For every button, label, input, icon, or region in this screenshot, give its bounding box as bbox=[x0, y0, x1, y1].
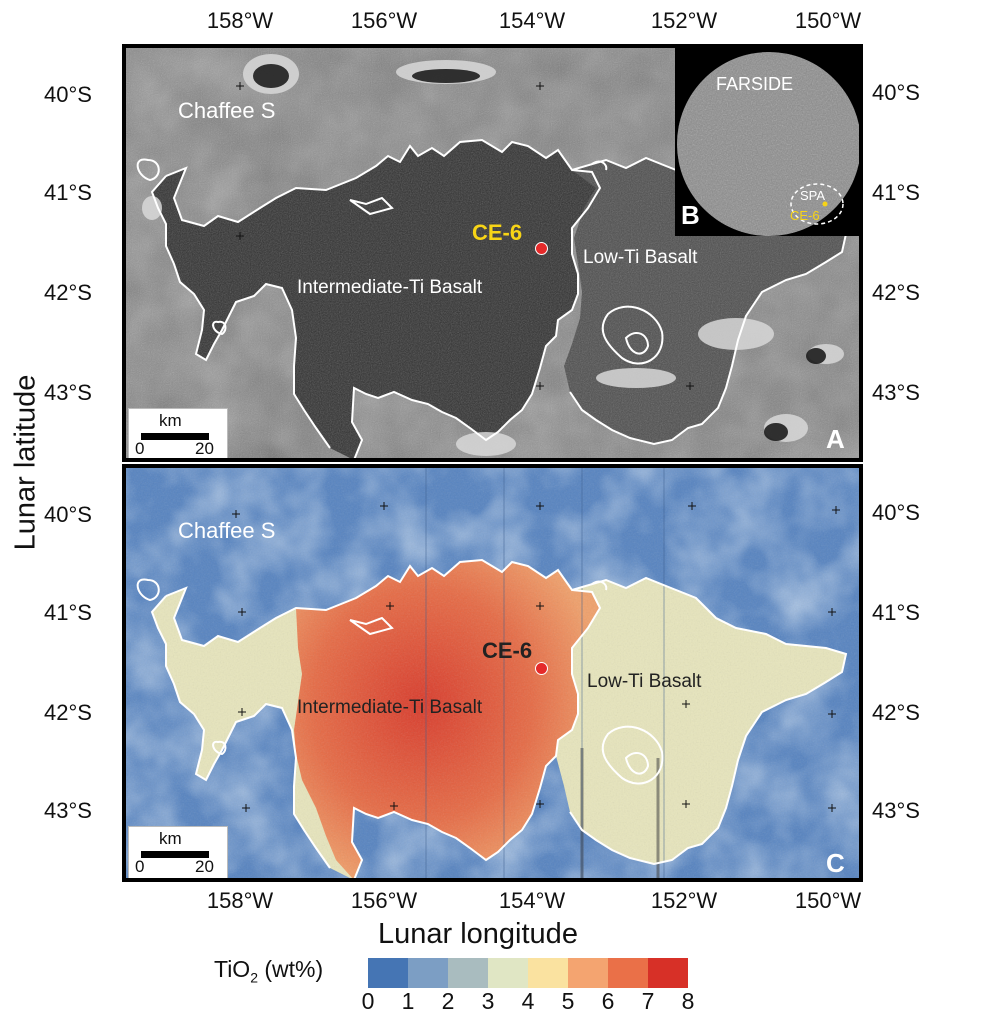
right-lat-40-c: 40°S bbox=[872, 500, 920, 525]
bottom-lon-150: 150°W bbox=[794, 888, 862, 913]
right-lat-42-a: 42°S bbox=[872, 280, 920, 305]
panel-letter-a: A bbox=[826, 424, 845, 454]
site-marker-a bbox=[535, 242, 548, 255]
scale-start-c: 0 bbox=[135, 857, 145, 876]
left-lat-42-c: 42°S bbox=[44, 700, 92, 725]
panel-a-map: Chaffee S CE-6 Intermediate-Ti Basalt Lo… bbox=[122, 44, 863, 462]
panel-c-map: Chaffee S CE-6 Intermediate-Ti Basalt Lo… bbox=[122, 464, 863, 882]
panel-letter-b: B bbox=[681, 200, 700, 230]
intermediate-ti-label-a: Intermediate-Ti Basalt bbox=[297, 277, 483, 298]
right-lat-43-a: 43°S bbox=[872, 380, 920, 405]
scale-bar-line-c bbox=[141, 851, 209, 858]
top-lon-152: 152°W bbox=[650, 8, 718, 33]
left-lat-41-a: 41°S bbox=[44, 180, 92, 205]
left-lat-41-c: 41°S bbox=[44, 600, 92, 625]
low-ti-label-a: Low-Ti Basalt bbox=[583, 247, 698, 268]
site-label-c: CE-6 bbox=[482, 638, 533, 663]
legend-swatch-4 bbox=[528, 958, 568, 988]
legend-title-main: TiO bbox=[214, 956, 251, 982]
legend-title-sub: 2 bbox=[250, 969, 258, 986]
crater-label-c: Chaffee S bbox=[178, 518, 276, 543]
crater-label-a: Chaffee S bbox=[178, 98, 276, 123]
legend-tick-4: 4 bbox=[521, 988, 535, 1014]
bottom-lon-152: 152°W bbox=[650, 888, 718, 913]
left-lat-40-c: 40°S bbox=[44, 502, 92, 527]
legend-swatch-3 bbox=[488, 958, 528, 988]
legend-swatch-2 bbox=[448, 958, 488, 988]
legend-tick-2: 2 bbox=[441, 988, 455, 1014]
site-label-a: CE-6 bbox=[472, 220, 523, 245]
right-lat-43-c: 43°S bbox=[872, 798, 920, 823]
y-axis-title: Lunar latitude bbox=[9, 374, 42, 551]
x-axis-title: Lunar longitude bbox=[378, 918, 578, 950]
scale-end-a: 20 bbox=[195, 439, 214, 458]
scale-bar-c: km 0 20 bbox=[128, 826, 228, 878]
legend-title-suffix: (wt%) bbox=[258, 956, 324, 982]
right-lat-40-a: 40°S bbox=[872, 80, 920, 105]
legend-tick-8: 8 bbox=[681, 988, 695, 1014]
spa-label: SPA bbox=[800, 188, 826, 203]
legend-swatch-5 bbox=[568, 958, 608, 988]
scale-end-c: 20 bbox=[195, 857, 214, 876]
right-lat-41-c: 41°S bbox=[872, 600, 920, 625]
scale-unit-c: km bbox=[159, 829, 182, 848]
top-lon-150: 150°W bbox=[794, 8, 862, 33]
scale-bar-a: km 0 20 bbox=[128, 408, 228, 458]
left-lat-43-a: 43°S bbox=[44, 380, 92, 405]
panel-letter-c: C bbox=[826, 848, 845, 878]
intermediate-ti-label-c: Intermediate-Ti Basalt bbox=[297, 697, 483, 718]
bottom-lon-158: 158°W bbox=[206, 888, 274, 913]
legend-tick-0: 0 bbox=[361, 988, 375, 1014]
low-ti-label-c: Low-Ti Basalt bbox=[587, 671, 702, 692]
legend-tick-6: 6 bbox=[601, 988, 615, 1014]
inset-b bbox=[675, 48, 859, 236]
legend-title: TiO2 (wt%) bbox=[214, 956, 323, 986]
top-lon-154: 154°W bbox=[498, 8, 566, 33]
inset-b-globe bbox=[677, 52, 859, 236]
farside-label: FARSIDE bbox=[716, 74, 794, 94]
left-lat-42-a: 42°S bbox=[44, 280, 92, 305]
bottom-lon-154: 154°W bbox=[498, 888, 566, 913]
left-lat-40-a: 40°S bbox=[44, 82, 92, 107]
legend-tick-1: 1 bbox=[401, 988, 415, 1014]
legend-swatch-1 bbox=[408, 958, 448, 988]
legend-tick-5: 5 bbox=[561, 988, 575, 1014]
site-label-b: CE-6 bbox=[790, 208, 820, 223]
top-lon-158: 158°W bbox=[206, 8, 274, 33]
panel-c-image bbox=[126, 468, 859, 878]
scale-start-a: 0 bbox=[135, 439, 145, 458]
left-lat-43-c: 43°S bbox=[44, 798, 92, 823]
scale-bar-line-a bbox=[141, 433, 209, 440]
right-lat-41-a: 41°S bbox=[872, 180, 920, 205]
scale-unit-a: km bbox=[159, 411, 182, 430]
legend-swatch-6 bbox=[608, 958, 648, 988]
site-marker-c bbox=[535, 662, 548, 675]
bottom-lon-156: 156°W bbox=[350, 888, 418, 913]
legend-swatch-7 bbox=[648, 958, 688, 988]
legend-tick-7: 7 bbox=[641, 988, 655, 1014]
legend-swatch-0 bbox=[368, 958, 408, 988]
legend-tick-3: 3 bbox=[481, 988, 495, 1014]
top-lon-156: 156°W bbox=[350, 8, 418, 33]
right-lat-42-c: 42°S bbox=[872, 700, 920, 725]
